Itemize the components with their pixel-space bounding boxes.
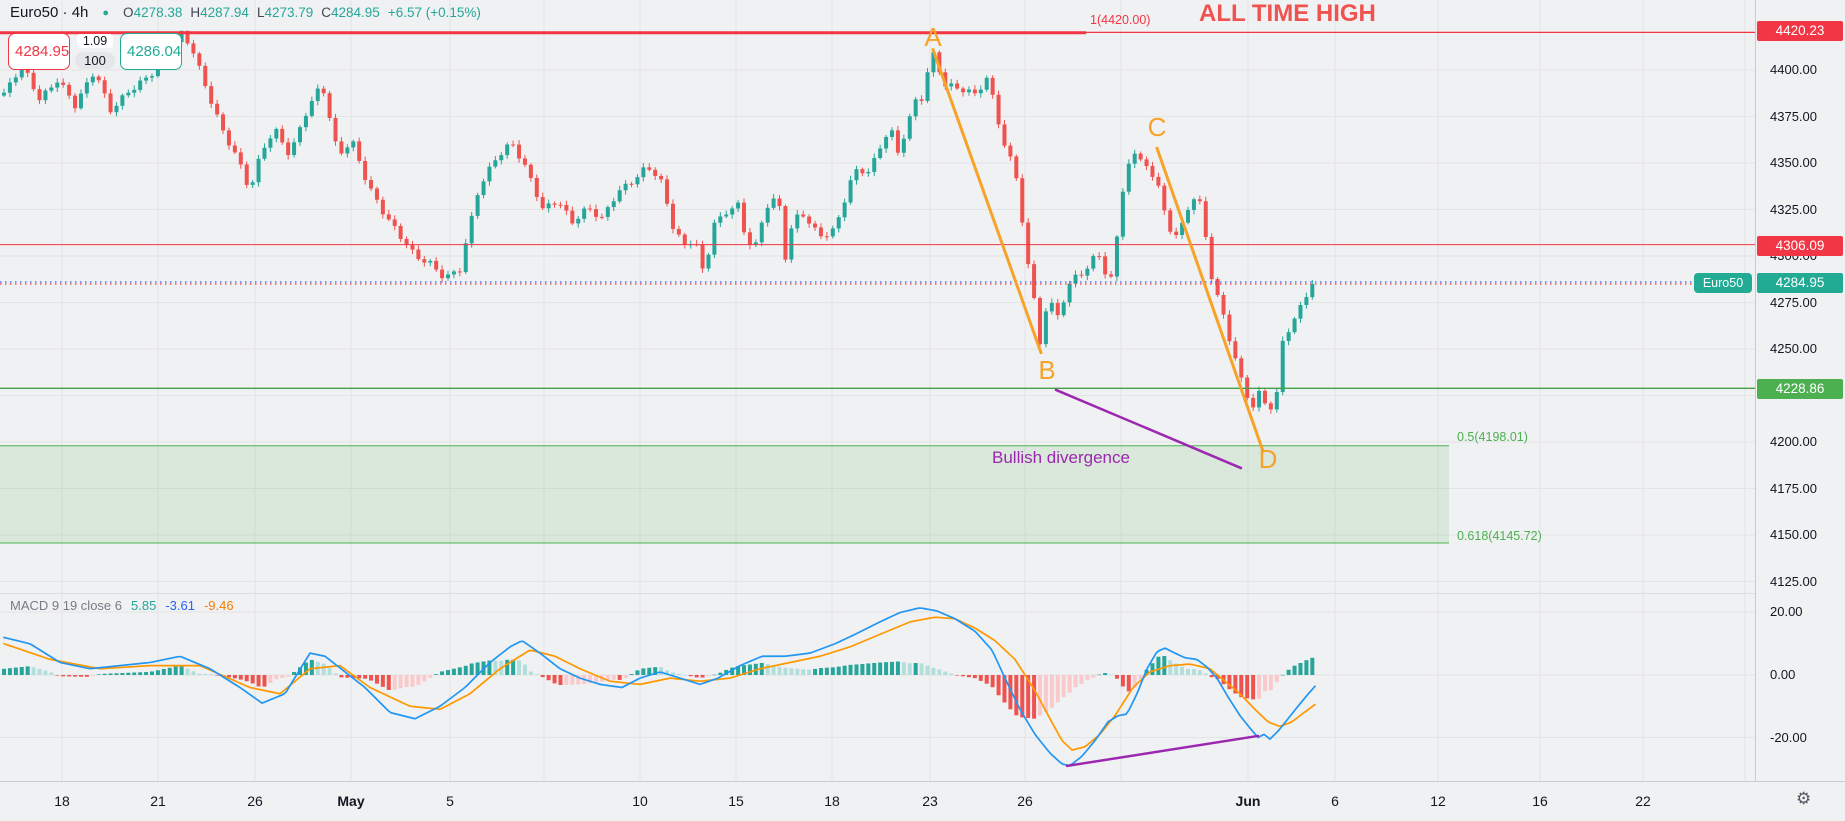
ab-trendline[interactable] <box>931 48 1043 355</box>
price-axis-badge: 4228.86 <box>1757 378 1843 399</box>
price-axis-label: 4375.00 <box>1770 108 1817 124</box>
macd-histogram-value: 5.85 <box>131 598 157 613</box>
symbol-legend: Euro50 · 4h ● O4278.38 H4287.94 L4273.79… <box>10 4 481 21</box>
bullish-divergence-label[interactable]: Bullish divergence <box>992 448 1130 467</box>
price-axis-label: 4200.00 <box>1770 434 1817 449</box>
macd-line-value: -3.61 <box>165 598 195 613</box>
fib-level-1-label[interactable]: 1(4420.00) <box>1090 13 1151 27</box>
buy-button[interactable]: 4286.04 <box>120 33 182 70</box>
time-axis-label: 15 <box>728 793 744 809</box>
fib-level-0618-label[interactable]: 0.618(4145.72) <box>1457 529 1542 543</box>
point-d-label[interactable]: D <box>1258 444 1278 474</box>
time-axis-label: 6 <box>1331 793 1339 809</box>
time-axis-label: 18 <box>54 793 70 809</box>
price-axis-badge: 4306.09 <box>1757 235 1843 256</box>
ohlc-low: L4273.79 <box>256 5 314 20</box>
all-time-high-label[interactable]: ALL TIME HIGH <box>1199 0 1376 27</box>
price-axis-label: 4150.00 <box>1770 527 1817 542</box>
candlestick-series <box>2 30 1315 414</box>
point-a-label[interactable]: A <box>924 22 942 52</box>
quantity-field[interactable]: 100 <box>75 52 115 69</box>
time-axis-label: 12 <box>1430 793 1446 809</box>
macd-legend-title[interactable]: MACD 9 19 close 6 <box>10 598 122 613</box>
trade-widget-middle: 1.09 100 <box>70 33 120 70</box>
price-scale[interactable]: 4400.00 4375.00 4350.00 4325.00 4300.00 4275.… <box>1755 0 1845 781</box>
price-axis-label: 4275.00 <box>1770 294 1817 310</box>
time-axis-label: 23 <box>922 793 938 809</box>
ohlc-open: O4278.38 <box>123 5 183 20</box>
sell-button[interactable]: 4284.95 <box>8 33 70 70</box>
price-axis-label: 4125.00 <box>1770 573 1817 589</box>
symbol-title[interactable]: Euro50 · 4h <box>10 4 89 21</box>
macd-legend: MACD 9 19 close 6 5.85 -3.61 -9.46 <box>10 598 234 613</box>
fib-level-05-label[interactable]: 0.5(4198.01) <box>1457 430 1528 444</box>
price-divergence-line[interactable] <box>1054 388 1243 470</box>
trade-widget: 4284.95 1.09 100 4286.04 <box>8 33 182 70</box>
market-status-icon[interactable]: ● <box>102 6 110 19</box>
price-axis-label: 4325.00 <box>1770 201 1817 217</box>
time-axis-label: 5 <box>446 793 454 809</box>
ohlc-high: H4287.94 <box>190 5 249 20</box>
time-axis-label: May <box>337 793 365 809</box>
cd-trendline[interactable] <box>1155 146 1265 453</box>
fib-retracement-zone <box>0 445 1449 543</box>
price-axis-label: 4350.00 <box>1770 155 1817 170</box>
price-axis-label: 20.00 <box>1770 604 1803 619</box>
time-axis-label: Jun <box>1235 793 1261 809</box>
point-b-label[interactable]: B <box>1038 355 1056 385</box>
price-axis-label: 4400.00 <box>1770 62 1817 77</box>
time-axis-label: 18 <box>824 793 840 809</box>
macd-divergence-line[interactable] <box>1065 734 1260 768</box>
price-axis-badge: 4284.95 <box>1757 273 1843 293</box>
macd-signal-value: -9.46 <box>203 598 234 613</box>
time-axis-label: 26 <box>1017 793 1033 809</box>
time-scale-settings-gear-icon[interactable]: ⚙ <box>1796 789 1812 808</box>
price-axis-label: -20.00 <box>1770 729 1807 745</box>
price-axis-label: 0.00 <box>1770 667 1796 682</box>
time-axis-label: 21 <box>150 793 166 809</box>
point-c-label[interactable]: C <box>1147 112 1167 142</box>
ohlc-change: +6.57 (+0.15%) <box>387 5 481 20</box>
time-axis-label: 16 <box>1532 793 1548 809</box>
pane-separator[interactable] <box>0 593 1755 594</box>
price-axis-label: 4175.00 <box>1770 480 1817 496</box>
time-scale[interactable]: 18 21 26 May 5 10 15 18 23 26 Jun 6 12 16 22 <box>0 781 1845 821</box>
time-axis-label: 22 <box>1635 793 1651 809</box>
symbol-price-tag: Euro50 <box>1694 273 1752 293</box>
spread-value: 1.09 <box>76 34 114 48</box>
time-axis-label: 26 <box>247 793 263 809</box>
time-axis-label: 10 <box>632 793 648 809</box>
ohlc-close: C4284.95 <box>321 5 380 20</box>
price-axis-label: 4250.00 <box>1770 341 1817 356</box>
price-axis-badge: 4420.23 <box>1757 21 1843 41</box>
macd-main-line <box>3 607 1316 767</box>
macd-signal-line <box>3 616 1316 751</box>
macd-histogram <box>2 656 1315 719</box>
